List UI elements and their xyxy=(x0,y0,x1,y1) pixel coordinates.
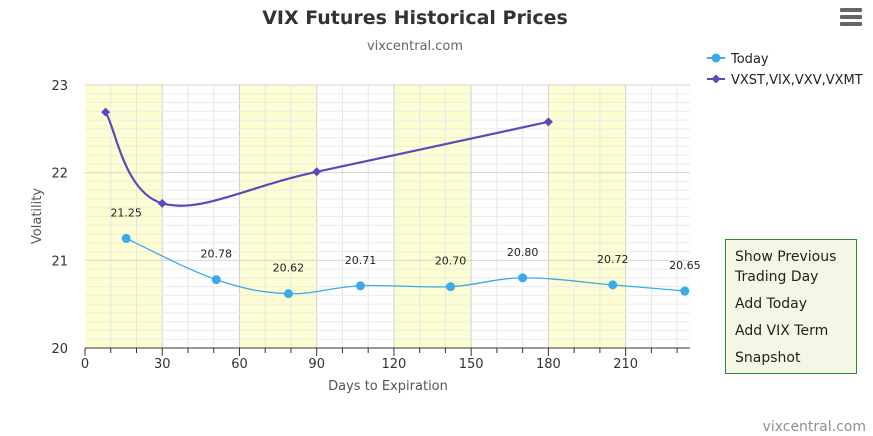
x-tick-label: 90 xyxy=(308,357,325,372)
series-line-term xyxy=(104,111,549,207)
data-point-today xyxy=(608,280,618,290)
data-point-today xyxy=(283,289,293,299)
data-point-today xyxy=(446,282,456,292)
legend: Today VXST,VIX,VXV,VXMT xyxy=(707,52,863,88)
chart-title: VIX Futures Historical Prices xyxy=(262,7,568,29)
y-axis-title: Volatility xyxy=(30,188,45,244)
data-label: 20.71 xyxy=(345,254,377,267)
legend-marker xyxy=(711,53,721,63)
x-tick-label: 120 xyxy=(382,357,407,372)
data-point-term xyxy=(101,107,111,117)
y-tick-label: 21 xyxy=(51,254,68,269)
x-tick-label: 60 xyxy=(231,357,248,372)
data-point-today xyxy=(211,275,221,285)
x-axis-title: Days to Expiration xyxy=(328,379,448,394)
data-point-today xyxy=(355,281,365,291)
hamburger-menu-icon[interactable] xyxy=(840,8,862,28)
data-point-term xyxy=(543,117,553,127)
data-label: 20.65 xyxy=(669,259,701,272)
data-label: 21.25 xyxy=(110,206,142,219)
legend-label: VXST,VIX,VXV,VXMT xyxy=(731,73,863,88)
chart-options-menu: Show Previous Trading Day Add Today Add … xyxy=(725,239,857,374)
x-tick-label: 210 xyxy=(613,357,638,372)
y-tick-label: 20 xyxy=(51,342,68,357)
data-point-today xyxy=(680,286,690,296)
data-label: 20.62 xyxy=(273,262,305,275)
legend-item[interactable]: Today xyxy=(707,52,769,67)
add-vix-term-button[interactable]: Add VIX Term xyxy=(735,323,829,339)
axes: 0 30 60 90 120 150 180 210 20 21 22 23 xyxy=(51,79,690,372)
data-label: 20.78 xyxy=(201,248,233,261)
legend-item[interactable]: VXST,VIX,VXV,VXMT xyxy=(707,73,863,88)
snapshot-button[interactable]: Snapshot xyxy=(735,350,801,366)
credit-text[interactable]: vixcentral.com xyxy=(763,419,866,435)
grid xyxy=(85,84,690,348)
series-layer: 21.25 20.78 20.62 20.71 20.70 20.80 20.72 20.65 xyxy=(101,107,701,299)
data-point-term xyxy=(157,198,167,208)
legend-marker xyxy=(711,74,721,84)
x-tick-label: 30 xyxy=(154,357,171,372)
add-today-button[interactable]: Add Today xyxy=(735,296,808,312)
legend-label: Today xyxy=(730,52,769,67)
data-label: 20.80 xyxy=(507,246,539,259)
y-tick-label: 23 xyxy=(51,79,68,94)
chart-subtitle: vixcentral.com xyxy=(367,39,463,54)
x-tick-label: 0 xyxy=(81,357,89,372)
data-label: 20.72 xyxy=(597,253,629,266)
show-previous-trading-day-button[interactable]: Show Previous Trading Day xyxy=(735,249,837,285)
x-tick-label: 150 xyxy=(459,357,484,372)
data-label: 20.70 xyxy=(435,255,467,268)
data-point-today xyxy=(518,273,528,283)
data-point-today xyxy=(121,233,131,243)
x-tick-label: 180 xyxy=(536,357,561,372)
y-tick-label: 22 xyxy=(51,167,68,182)
data-point-term xyxy=(312,167,322,177)
